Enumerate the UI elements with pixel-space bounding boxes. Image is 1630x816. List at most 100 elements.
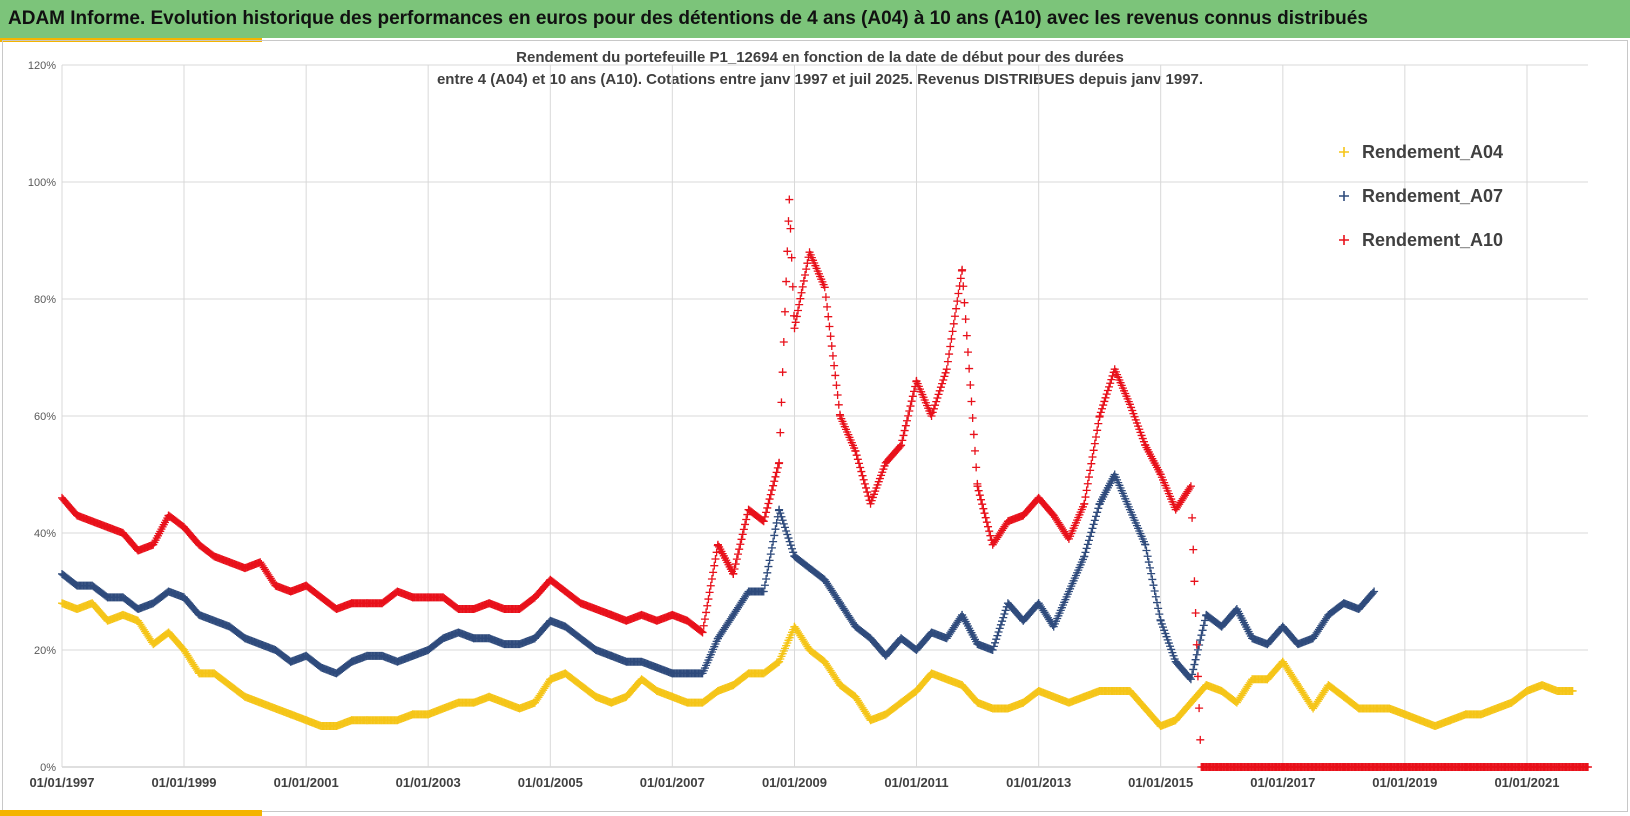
data-point (766, 550, 775, 559)
data-point (732, 555, 741, 564)
data-point (960, 298, 969, 307)
data-point (1094, 419, 1103, 428)
data-point (828, 351, 837, 360)
data-point (760, 512, 769, 521)
data-point (1188, 670, 1197, 679)
data-point (1093, 508, 1102, 517)
data-point (981, 513, 990, 522)
accent-bar-bottom (0, 810, 262, 816)
x-tick-label: 01/01/1999 (151, 775, 216, 790)
data-point (1001, 606, 1010, 615)
data-point (734, 550, 743, 559)
data-point (706, 581, 715, 590)
data-point (927, 412, 936, 420)
data-point (775, 505, 784, 514)
x-tick-label: 01/01/2019 (1372, 775, 1437, 790)
data-point (856, 463, 865, 472)
data-point (760, 581, 769, 590)
data-point (993, 631, 1002, 640)
data-point (1150, 586, 1159, 595)
data-point (769, 481, 778, 490)
data-point (963, 348, 972, 357)
data-point (999, 613, 1008, 622)
data-point (853, 455, 862, 464)
x-tick-label: 01/01/2015 (1128, 775, 1193, 790)
data-point (777, 398, 786, 407)
data-point (772, 468, 781, 477)
x-tick-label: 01/01/2011 (884, 775, 948, 790)
series-Rendement_A07 (58, 470, 1379, 684)
legend-label: Rendement_A07 (1362, 186, 1503, 206)
data-point (1083, 479, 1092, 488)
data-point (1145, 563, 1154, 572)
y-tick-label: 60% (34, 411, 56, 423)
data-point (855, 459, 864, 468)
series-Rendement_A10 (58, 195, 1592, 771)
data-point (980, 509, 989, 518)
data-point (1200, 616, 1209, 625)
data-point (796, 294, 805, 303)
data-point (956, 274, 965, 283)
x-tick-label: 01/01/2005 (518, 775, 583, 790)
data-point (1088, 453, 1097, 462)
data-point (742, 515, 751, 524)
data-point (1081, 493, 1090, 502)
data-point (860, 479, 869, 488)
x-tick-label: 01/01/2013 (1006, 775, 1071, 790)
chart-title-line-2: entre 4 (A04) et 10 ans (A10). Cotations… (437, 71, 1203, 88)
data-point (826, 332, 835, 341)
legend-label: Rendement_A04 (1362, 142, 1503, 162)
x-tick-label: 01/01/2007 (640, 775, 705, 790)
data-point (939, 376, 948, 384)
report-title: ADAM Informe. Evolution historique des p… (8, 8, 1368, 29)
data-point (899, 431, 908, 440)
data-point (785, 195, 794, 204)
data-point (1086, 466, 1095, 475)
legend: Rendement_A04 Rendement_A07 Rendement_A10 (1339, 142, 1503, 250)
data-point (792, 312, 801, 321)
data-point (975, 491, 984, 500)
data-point (771, 472, 780, 481)
data-point (1086, 532, 1095, 541)
data-point (985, 527, 994, 536)
data-point (787, 544, 796, 553)
grid-lines (61, 64, 1588, 768)
data-point (795, 300, 804, 309)
y-tick-label: 20% (34, 645, 56, 657)
data-point (996, 620, 1005, 629)
data-point (938, 379, 947, 388)
data-point (1101, 393, 1110, 402)
data-point (1141, 540, 1150, 549)
data-point (979, 504, 988, 513)
data-point (739, 525, 748, 534)
data-point (950, 312, 959, 321)
data-point (1088, 524, 1097, 533)
data-point (984, 522, 993, 531)
data-point (786, 224, 795, 233)
data-point (764, 499, 773, 508)
data-point (785, 537, 794, 546)
x-axis: 01/01/1997 01/01/1999 01/01/2001 01/01/2003… (29, 775, 1559, 790)
data-point (769, 537, 778, 546)
data-point (1197, 631, 1206, 640)
data-point (1082, 544, 1091, 553)
data-point (1368, 588, 1377, 597)
data-point (1090, 439, 1099, 448)
data-point (991, 638, 1000, 647)
data-point (928, 408, 937, 417)
data-point (1089, 446, 1098, 455)
x-tick-label: 01/01/2003 (396, 775, 461, 790)
data-point (1093, 426, 1102, 435)
data-point (759, 587, 768, 596)
data-point (970, 446, 979, 455)
legend-marker (1339, 235, 1349, 245)
data-point (857, 467, 866, 476)
data-point (801, 271, 810, 280)
data-point (830, 361, 839, 370)
data-point (780, 523, 789, 532)
data-point (943, 357, 952, 366)
data-point (1096, 408, 1105, 417)
data-point (770, 477, 779, 486)
data-point (1089, 520, 1098, 529)
data-point (1084, 473, 1093, 482)
